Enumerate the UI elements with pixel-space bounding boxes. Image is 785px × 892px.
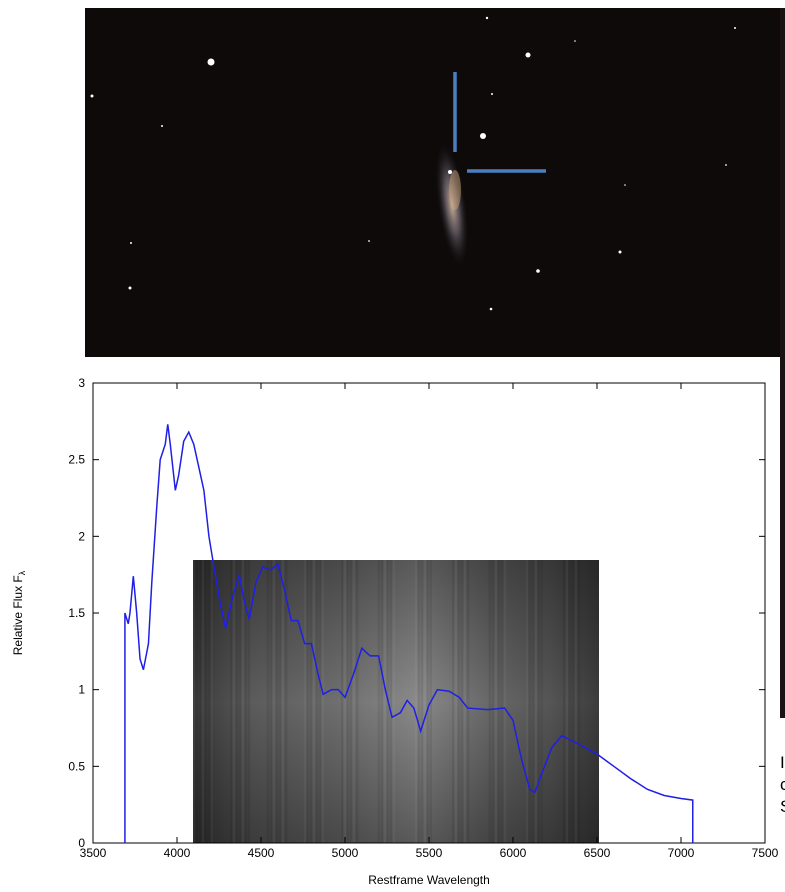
y-tick-label: 1.5 [68,606,85,620]
side-text-line: I [780,753,785,772]
y-tick-label: 0 [78,836,85,850]
y-axis-label-main: Relative Flux F [11,575,25,655]
x-tick-label: 7500 [752,846,779,860]
side-text-line: c [780,775,785,794]
x-tick-label: 4000 [164,846,191,860]
x-tick-label: 5500 [416,846,443,860]
x-tick-label: 6500 [584,846,611,860]
side-strip [780,8,785,718]
x-tick-label: 6000 [500,846,527,860]
plot: 3500 4000 4500 5000 5500 6000 6500 7000 7500 0 0.5… [68,376,778,860]
spectrum-line [124,424,694,843]
y-tick-label: 2 [78,529,85,543]
side-text-line: S [780,797,785,816]
sky-photo [85,8,780,357]
y-tick-label: 1 [78,683,85,697]
y-axis-label: Relative Flux Fλ [11,570,27,655]
y-tick-label: 3 [78,376,85,390]
x-tick-label: 3500 [80,846,107,860]
y-axis-label-subscript: λ [17,570,27,575]
x-axis-label: Restframe Wavelength [368,873,490,887]
spectrum-image [193,560,599,843]
x-tick-label: 4500 [248,846,275,860]
x-tick-label: 7000 [668,846,695,860]
y-tick-label: 0.5 [68,759,85,773]
y-tick-label: 2.5 [68,453,85,467]
side-text: IcS [780,753,785,816]
x-tick-label: 5000 [332,846,359,860]
